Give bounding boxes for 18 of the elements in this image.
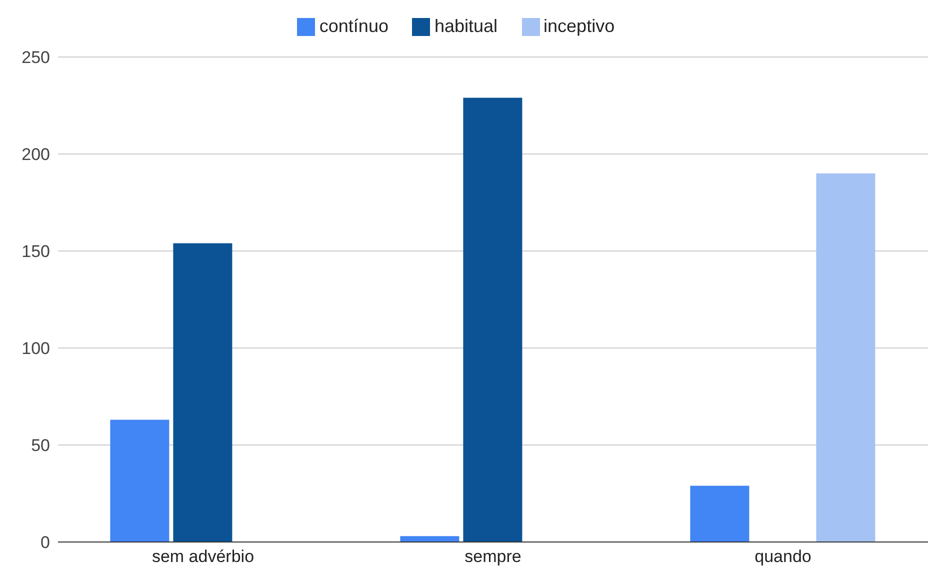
y-tick-label: 250 — [22, 48, 50, 68]
legend-label: contínuo — [319, 16, 388, 36]
bar — [400, 536, 460, 542]
y-tick-label: 50 — [31, 436, 50, 456]
x-tick-label: sem advérbio — [152, 547, 254, 566]
legend-label: inceptivo — [544, 16, 615, 36]
y-tick-label: 100 — [22, 339, 50, 358]
y-tick-label: 200 — [22, 145, 50, 164]
bar — [110, 420, 170, 542]
bar — [816, 173, 876, 542]
bar — [690, 486, 750, 542]
bar — [463, 98, 522, 542]
legend-label: habitual — [434, 16, 498, 36]
y-tick-label: 150 — [22, 242, 50, 262]
x-tick-label: quando — [754, 547, 812, 566]
bar — [173, 243, 232, 542]
y-tick-label: 0 — [40, 533, 50, 552]
x-tick-label: sempre — [464, 547, 522, 566]
